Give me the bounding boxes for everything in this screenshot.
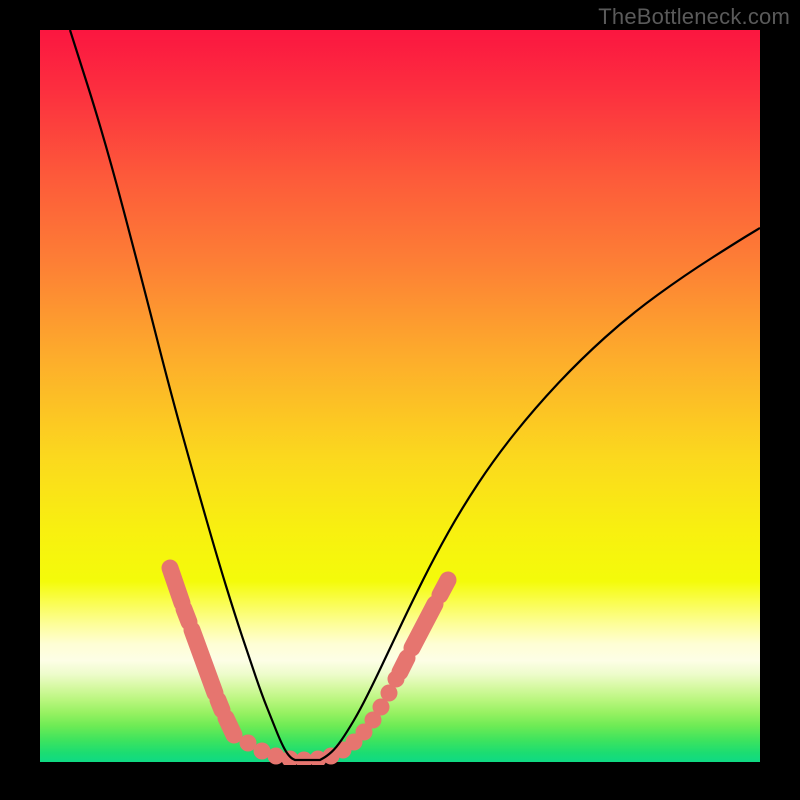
chart-stage: { "canvas": { "width": 800, "height": 80…	[0, 0, 800, 800]
chart-svg	[0, 0, 800, 800]
bottom-black-strip	[40, 762, 760, 765]
watermark-text: TheBottleneck.com	[598, 4, 790, 30]
